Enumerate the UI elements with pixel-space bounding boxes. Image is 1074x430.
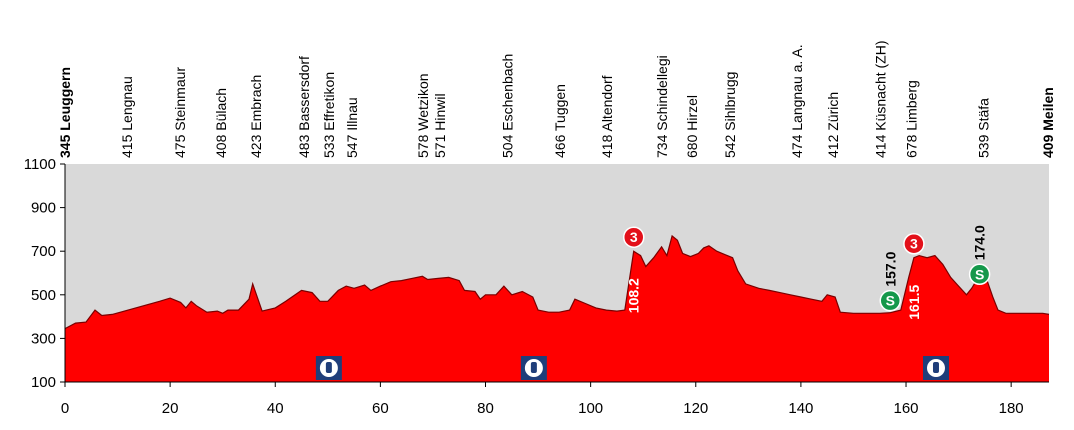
- place-label: 414 Küsnacht (ZH): [872, 41, 888, 159]
- feed-icon: [520, 356, 547, 380]
- x-tick-label: 40: [267, 400, 284, 417]
- x-tick-label: 120: [683, 400, 708, 417]
- place-label: 415 Lengnau: [119, 76, 135, 158]
- profile-area: [65, 235, 1049, 382]
- x-tick-label: 20: [162, 400, 179, 417]
- sprint-marker: [968, 263, 991, 286]
- place-label: 474 Langnau a. A.: [789, 44, 805, 158]
- y-tick-label: 500: [31, 287, 56, 304]
- place-label: 408 Bülach: [213, 88, 229, 158]
- place-label: 483 Bassersdorf: [296, 56, 312, 158]
- marker-km-label: 174.0: [972, 225, 988, 260]
- feed-icon: [315, 356, 342, 380]
- x-tick-label: 60: [372, 400, 389, 417]
- place-label: 734 Schindellegi: [654, 55, 670, 158]
- marker-symbol: 3: [630, 229, 638, 245]
- place-label: 504 Eschenbach: [500, 54, 516, 158]
- y-tick-label: 700: [31, 243, 56, 260]
- marker-symbol: 3: [910, 236, 918, 252]
- marker-km-label: 161.5: [906, 284, 922, 319]
- icon-glyph: [530, 362, 537, 373]
- x-tick-label: 0: [61, 400, 69, 417]
- place-label: 475 Steinmaur: [172, 67, 188, 158]
- place-label: 345 Leuggern: [57, 67, 73, 158]
- y-tick-label: 100: [31, 374, 56, 391]
- place-label: 466 Tuggen: [552, 84, 568, 158]
- climb-marker: [622, 226, 645, 248]
- place-label: 409 Meilen: [1040, 87, 1056, 158]
- marker-km-label: 157.0: [882, 251, 898, 286]
- sprint-marker: [879, 289, 902, 312]
- x-tick-label: 140: [788, 400, 813, 417]
- y-tick-label: 900: [31, 200, 56, 217]
- place-label: 418 Altendorf: [599, 75, 615, 158]
- icon-glyph: [932, 362, 939, 373]
- x-tick-label: 180: [999, 400, 1024, 417]
- icon-glyph: [325, 362, 332, 373]
- place-label: 542 Sihlbrugg: [722, 72, 738, 158]
- x-tick-label: 160: [894, 400, 919, 417]
- x-tick-label: 100: [578, 400, 603, 417]
- climb-marker: [903, 232, 925, 255]
- feed-icon: [922, 356, 949, 380]
- marker-km-label: 108.2: [626, 278, 642, 313]
- place-label: 423 Embrach: [248, 75, 264, 158]
- place-label: 412 Zürich: [825, 92, 841, 158]
- place-label: 547 Illnau: [344, 97, 360, 158]
- place-label: 678 Limberg: [903, 80, 919, 158]
- y-tick-label: 300: [31, 330, 56, 347]
- place-label: 680 Hirzel: [684, 95, 700, 158]
- place-label: 578 Wetzikon: [415, 73, 431, 158]
- place-label: 533 Effretikon: [321, 72, 337, 158]
- y-tick-label: 1100: [24, 156, 56, 173]
- x-tick-label: 80: [477, 400, 494, 417]
- marker-symbol: S: [886, 293, 895, 309]
- profile-line: [64, 234, 1050, 330]
- place-label: 539 Stäfa: [975, 98, 991, 158]
- marker-symbol: S: [975, 266, 984, 282]
- place-label: 571 Hinwil: [432, 93, 448, 158]
